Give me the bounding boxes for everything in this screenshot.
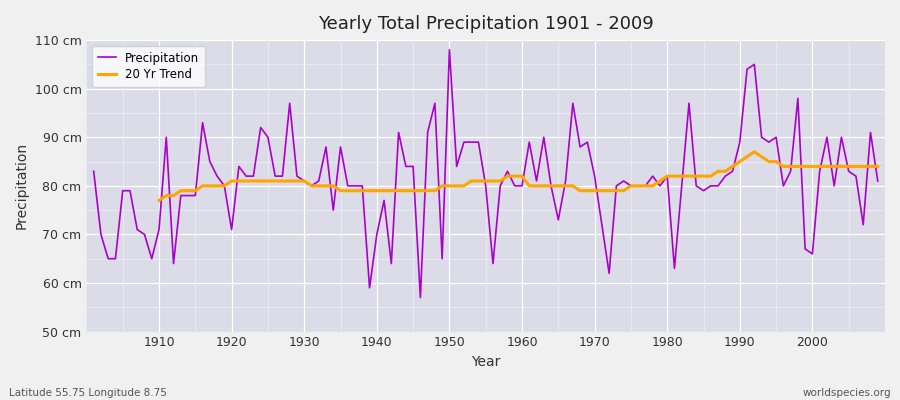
X-axis label: Year: Year xyxy=(471,355,500,369)
Precipitation xyxy=(872,178,883,183)
Text: worldspecies.org: worldspecies.org xyxy=(803,388,891,398)
Line: 20 Yr Trend: 20 Yr Trend xyxy=(159,152,878,200)
20 Yr Trend xyxy=(843,164,854,169)
Precipitation xyxy=(349,184,360,188)
Precipitation xyxy=(444,48,454,52)
20 Yr Trend xyxy=(749,150,760,154)
Legend: Precipitation, 20 Yr Trend: Precipitation, 20 Yr Trend xyxy=(93,46,205,87)
20 Yr Trend xyxy=(582,188,593,193)
20 Yr Trend xyxy=(524,184,535,188)
Line: Precipitation: Precipitation xyxy=(94,50,878,298)
Precipitation xyxy=(524,140,535,144)
Precipitation xyxy=(531,178,542,183)
Precipitation xyxy=(415,295,426,300)
20 Yr Trend xyxy=(320,184,331,188)
Precipitation xyxy=(306,184,317,188)
Title: Yearly Total Precipitation 1901 - 2009: Yearly Total Precipitation 1901 - 2009 xyxy=(318,15,653,33)
Text: Latitude 55.75 Longitude 8.75: Latitude 55.75 Longitude 8.75 xyxy=(9,388,166,398)
20 Yr Trend xyxy=(154,198,165,203)
Precipitation xyxy=(147,256,158,261)
20 Yr Trend xyxy=(822,164,832,169)
20 Yr Trend xyxy=(292,178,302,183)
Precipitation xyxy=(618,178,629,183)
Y-axis label: Precipitation: Precipitation xyxy=(15,142,29,230)
Precipitation xyxy=(88,169,99,174)
20 Yr Trend xyxy=(872,164,883,169)
